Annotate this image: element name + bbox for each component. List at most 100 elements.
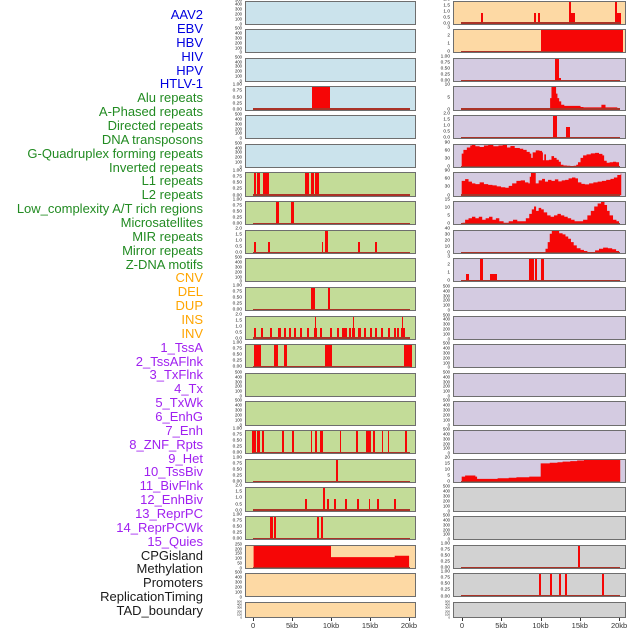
y-tick-label: 0 [447, 250, 450, 256]
area-path [462, 201, 620, 225]
track-panel-TAD_boundary [453, 601, 626, 618]
baseline [460, 136, 620, 139]
y-tick-label: 400 [443, 517, 450, 523]
baseline [460, 79, 620, 81]
track-panel-A-Phased repeats [245, 200, 416, 226]
y-tick-label: 500 [443, 312, 450, 318]
bar [533, 12, 536, 24]
bar [274, 517, 277, 540]
bar [311, 287, 315, 311]
y-tick-label: 2.0 [443, 111, 450, 117]
y-tick-label: 0.00 [232, 307, 242, 313]
x-axis-label: 0 [250, 621, 256, 630]
y-tick-label: 1.0 [443, 8, 450, 14]
track-label: CNV [175, 270, 203, 286]
y-tick-label: 0.75 [440, 575, 450, 581]
y-tick-label: 0 [447, 422, 450, 428]
track-label: Inverted repeats [109, 159, 203, 175]
track-label: AAV2 [170, 7, 203, 23]
bar [369, 327, 372, 339]
track-panel-HBV [245, 57, 416, 82]
y-tick-label: 500 [443, 426, 450, 432]
y-tick-label: 200 [235, 154, 242, 160]
y-tick-label: 1.5 [443, 117, 450, 123]
y-tick-label: 0.25 [440, 587, 450, 593]
y-tick-label: 0 [447, 192, 450, 198]
y-tick-label: 0.5 [235, 244, 242, 250]
y-tick-label: 200 [235, 126, 242, 132]
track-panel-3_TxFlnk [453, 115, 626, 140]
y-tick-label: 2.0 [235, 225, 242, 231]
track-label: EBV [176, 21, 203, 37]
y-tick-label: 400 [236, 602, 242, 607]
x-axis-tick [370, 618, 371, 621]
track-panel-Alu repeats [245, 172, 416, 197]
track-label: 13_ReprPC [135, 506, 203, 522]
y-tick-label: 0.0 [235, 336, 242, 342]
track-panel-ReplicationTiming [453, 573, 626, 598]
track-panel-Microsatellites [245, 430, 416, 455]
bar [565, 574, 568, 597]
bar [276, 201, 280, 225]
y-tick-label: 100 [236, 612, 242, 617]
y-tick-label: 300 [235, 264, 242, 270]
track-panel-10_TssBiv [453, 315, 626, 340]
y-tick-label: 1 [447, 270, 450, 276]
baseline [460, 480, 620, 482]
area-path [461, 173, 622, 196]
y-tick-label: 100 [443, 532, 450, 538]
y-tick-label: 30 [444, 184, 450, 190]
y-tick-label: 0.50 [440, 553, 450, 559]
baseline [252, 308, 410, 311]
y-tick-label: 200 [235, 11, 242, 17]
y-tick-label: 500 [235, 54, 242, 60]
y-tick-label: 0 [447, 365, 450, 371]
bar [365, 431, 371, 454]
y-tick-label: 15 [444, 461, 450, 467]
y-tick-label: 200 [443, 355, 450, 361]
bar [357, 241, 360, 253]
y-tick-label: 0.00 [440, 593, 450, 599]
bar [465, 274, 470, 282]
y-tick-label: 0 [448, 615, 450, 620]
area-path [253, 545, 410, 568]
bar [278, 327, 282, 339]
bar [357, 499, 359, 511]
bar [291, 201, 295, 225]
y-tick-label: 50 [237, 560, 242, 566]
x-axis-label: 15kb [361, 621, 379, 630]
track-panel-2_TssAFlnk [453, 86, 626, 111]
track-panel-9_Het [453, 286, 626, 312]
bar [310, 431, 313, 454]
y-tick-label: 100 [444, 612, 450, 617]
y-tick-label: 0.25 [232, 215, 242, 221]
y-tick-label: 2.0 [235, 311, 242, 317]
y-tick-label: 300 [235, 379, 242, 385]
y-tick-label: 400 [443, 431, 450, 437]
y-tick-label: 400 [235, 259, 242, 265]
bar [315, 173, 319, 196]
bar [320, 327, 323, 339]
y-tick-label: 100 [235, 73, 242, 79]
track-panel-8_ZNF_Rpts [453, 258, 626, 283]
bar [291, 431, 294, 454]
track-label: HTLV-1 [159, 76, 203, 92]
y-tick-label: 0 [447, 508, 450, 514]
track-label: 10_TssBiv [143, 464, 203, 480]
track-label: Z-DNA motifs [125, 256, 203, 272]
bar [357, 327, 361, 339]
track-label: 14_ReprPCWk [116, 519, 203, 535]
x-axis-tick [331, 618, 332, 621]
y-tick-label: 1.0 [235, 323, 242, 329]
y-tick-label: 3 [447, 25, 450, 31]
track-panel-CPGisland [453, 487, 626, 512]
y-tick-label: 1.5 [235, 317, 242, 323]
y-tick-label: 20 [444, 455, 450, 461]
track-panel-HTLV-1 [245, 143, 416, 168]
track-label: HBV [176, 34, 203, 50]
bar [401, 316, 404, 339]
y-tick-label: 10 [444, 82, 450, 88]
y-tick-label: 0 [239, 21, 242, 27]
y-tick-label: 0.75 [232, 88, 242, 94]
y-tick-label: 200 [235, 412, 242, 418]
